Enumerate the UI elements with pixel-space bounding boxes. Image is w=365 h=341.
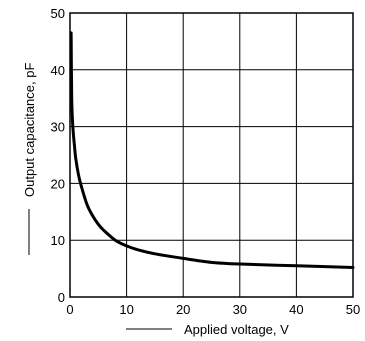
y-axis-title: Output capacitance, pF bbox=[22, 63, 37, 197]
plot-frame bbox=[69, 12, 354, 298]
x-axis-title-group: Applied voltage, V bbox=[126, 322, 289, 337]
grid-lines bbox=[70, 13, 353, 297]
y-tick-label: 20 bbox=[51, 176, 65, 191]
x-tick-label: 40 bbox=[289, 302, 303, 317]
y-tick-label: 10 bbox=[51, 233, 65, 248]
x-tick-label: 10 bbox=[119, 302, 133, 317]
x-tick-label: 30 bbox=[233, 302, 247, 317]
x-axis-title: Applied voltage, V bbox=[184, 322, 289, 337]
y-tick-label: 30 bbox=[51, 120, 65, 135]
y-axis-title-group: Output capacitance, pF bbox=[22, 63, 37, 255]
x-tick-label: 20 bbox=[176, 302, 190, 317]
capacitance-curve bbox=[69, 31, 355, 269]
y-tick-label: 50 bbox=[51, 6, 65, 21]
tick-labels: 0 10 20 30 40 50 0 10 20 30 40 50 bbox=[51, 6, 361, 317]
x-tick-label: 50 bbox=[346, 302, 360, 317]
y-tick-label: 0 bbox=[58, 290, 65, 305]
x-tick-label: 0 bbox=[66, 302, 73, 317]
y-tick-label: 40 bbox=[51, 63, 65, 78]
